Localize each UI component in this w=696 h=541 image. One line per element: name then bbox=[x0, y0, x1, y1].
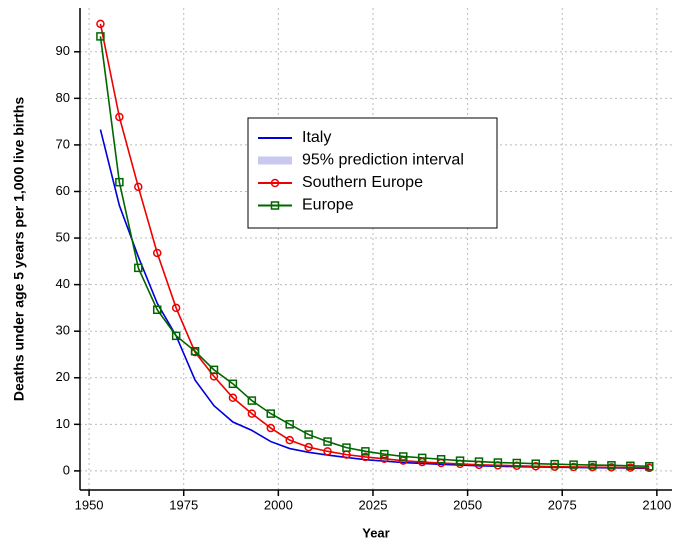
x-tick-label: 1950 bbox=[75, 497, 104, 512]
marker bbox=[493, 458, 503, 467]
marker bbox=[134, 182, 143, 192]
marker bbox=[285, 435, 294, 445]
marker bbox=[399, 452, 408, 461]
marker bbox=[361, 447, 370, 456]
marker bbox=[380, 449, 389, 459]
y-tick-label: 0 bbox=[63, 462, 70, 477]
legend-label: Italy bbox=[302, 129, 331, 146]
marker bbox=[380, 454, 389, 464]
x-tick-label: 2075 bbox=[548, 497, 577, 512]
y-tick-label: 30 bbox=[56, 323, 70, 338]
x-tick-label: 2000 bbox=[264, 497, 293, 512]
marker bbox=[247, 409, 257, 418]
marker bbox=[626, 461, 635, 471]
marker bbox=[645, 461, 654, 471]
marker bbox=[436, 455, 446, 464]
legend-marker bbox=[270, 178, 280, 188]
y-tick-label: 40 bbox=[56, 276, 70, 291]
legend: Italy 95% prediction interval Southern Eur… bbox=[247, 117, 498, 229]
series-line bbox=[99, 36, 650, 468]
x-tick-label: 2050 bbox=[453, 497, 482, 512]
legend-marker bbox=[270, 201, 280, 210]
legend-label: 95% prediction interval bbox=[302, 152, 464, 169]
y-tick-label: 60 bbox=[56, 183, 70, 198]
marker bbox=[96, 32, 105, 41]
marker bbox=[152, 248, 162, 258]
legend-label: Southern Europe bbox=[302, 174, 423, 191]
marker bbox=[228, 379, 238, 389]
marker bbox=[228, 393, 238, 403]
marker bbox=[171, 303, 181, 313]
marker bbox=[361, 452, 370, 462]
marker bbox=[474, 457, 484, 466]
marker bbox=[342, 443, 351, 452]
marker bbox=[588, 460, 597, 470]
marker bbox=[266, 409, 276, 418]
y-tick-label: 10 bbox=[56, 416, 70, 431]
marker bbox=[304, 430, 313, 439]
marker bbox=[512, 458, 522, 468]
y-axis-label: Deaths under age 5 years per 1,000 live … bbox=[11, 97, 27, 401]
marker bbox=[152, 305, 162, 315]
x-tick-label: 2100 bbox=[642, 497, 671, 512]
x-axis-label: Year bbox=[362, 525, 389, 540]
marker bbox=[323, 447, 332, 456]
marker bbox=[323, 437, 332, 446]
marker bbox=[115, 177, 124, 187]
marker bbox=[531, 459, 540, 468]
series-line bbox=[99, 23, 650, 469]
marker bbox=[455, 456, 465, 465]
marker bbox=[285, 420, 294, 429]
y-tick-label: 90 bbox=[56, 43, 70, 58]
y-tick-label: 50 bbox=[56, 229, 70, 244]
x-tick-label: 1975 bbox=[169, 497, 198, 512]
marker bbox=[190, 346, 200, 356]
y-tick-label: 80 bbox=[56, 90, 70, 105]
marker bbox=[550, 459, 559, 469]
marker bbox=[134, 263, 143, 273]
legend-label: Europe bbox=[302, 197, 354, 214]
marker bbox=[96, 19, 105, 29]
marker bbox=[304, 442, 313, 452]
marker bbox=[569, 460, 578, 469]
y-tick-label: 20 bbox=[56, 369, 70, 384]
x-tick-label: 2025 bbox=[359, 497, 388, 512]
marker bbox=[417, 453, 427, 463]
y-tick-label: 70 bbox=[56, 136, 70, 151]
marker bbox=[607, 461, 616, 470]
marker bbox=[266, 423, 276, 433]
legend-box bbox=[247, 117, 498, 229]
marker bbox=[247, 396, 257, 405]
marker bbox=[209, 365, 219, 375]
marker bbox=[171, 331, 181, 341]
marker bbox=[115, 112, 124, 122]
